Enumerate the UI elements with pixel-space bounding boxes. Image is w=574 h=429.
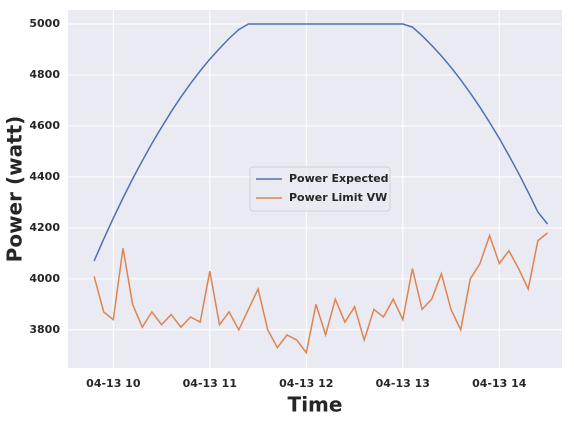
y-tick-label: 4000 xyxy=(29,272,60,285)
x-tick-label: 04-13 13 xyxy=(376,377,430,390)
x-tick-label: 04-13 12 xyxy=(279,377,333,390)
legend-label: Power Limit VW xyxy=(289,191,387,204)
y-tick-label: 4400 xyxy=(29,170,60,183)
y-axis-label: Power (watt) xyxy=(3,116,27,263)
y-tick-label: 3800 xyxy=(29,323,60,336)
legend-label: Power Expected xyxy=(289,172,389,185)
y-tick-label: 5000 xyxy=(29,17,60,30)
legend: Power Expected Power Limit VW xyxy=(249,166,391,212)
x-tick-label: 04-13 14 xyxy=(472,377,527,390)
line-series xyxy=(93,23,549,262)
x-tick-label: 04-13 11 xyxy=(183,377,237,390)
x-tick-label: 04-13 10 xyxy=(86,377,141,390)
y-tick-label: 4600 xyxy=(29,119,60,132)
x-axis-label: Time xyxy=(288,393,343,417)
line-series xyxy=(93,232,548,355)
y-tick-label: 4200 xyxy=(29,221,60,234)
legend-box xyxy=(249,166,391,212)
y-tick-label: 4800 xyxy=(29,68,60,81)
